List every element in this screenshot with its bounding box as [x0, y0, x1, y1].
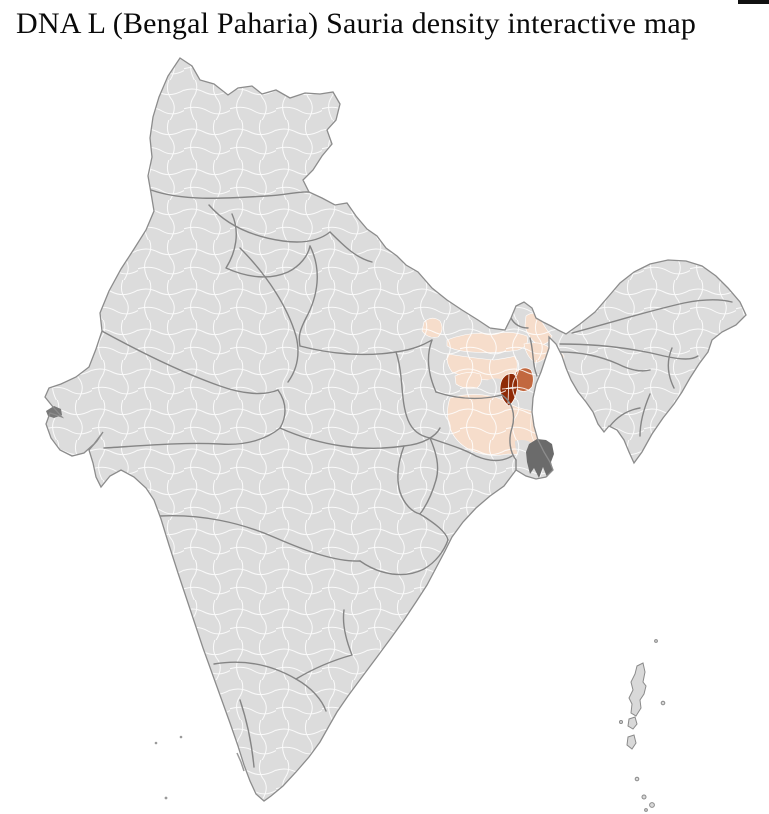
island [654, 639, 658, 643]
island [179, 735, 183, 739]
lakshadweep-islands[interactable] [154, 735, 183, 800]
district-boundaries-mesh [45, 58, 746, 801]
andaman-nicobar-islands[interactable] [619, 639, 666, 812]
island [634, 776, 640, 782]
island [644, 808, 648, 812]
island [164, 796, 168, 800]
island [154, 741, 158, 745]
page-title: DNA L (Bengal Paharia) Sauria density in… [16, 7, 697, 40]
island [619, 720, 623, 724]
island [641, 794, 647, 800]
kerala-backwater [236, 752, 245, 772]
sundarbans-delta[interactable] [526, 439, 554, 478]
state-borders [99, 189, 733, 768]
island [626, 734, 637, 750]
island [660, 700, 666, 706]
island [627, 716, 638, 730]
island [649, 802, 655, 808]
top-edge-artifact [738, 0, 769, 4]
island [628, 662, 647, 717]
